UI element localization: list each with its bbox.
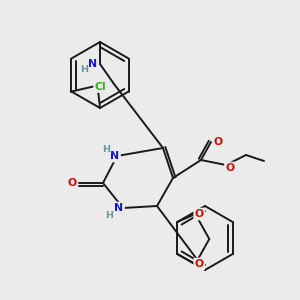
Text: N: N [110,151,120,161]
Text: O: O [195,259,204,269]
Text: N: N [88,59,98,69]
Text: H: H [105,211,113,220]
Text: O: O [213,137,223,147]
Text: O: O [195,209,204,219]
Text: H: H [102,145,110,154]
Text: O: O [225,163,235,173]
Text: Cl: Cl [94,82,106,92]
Text: H: H [80,65,88,74]
Text: N: N [114,203,124,213]
Text: O: O [68,178,76,188]
